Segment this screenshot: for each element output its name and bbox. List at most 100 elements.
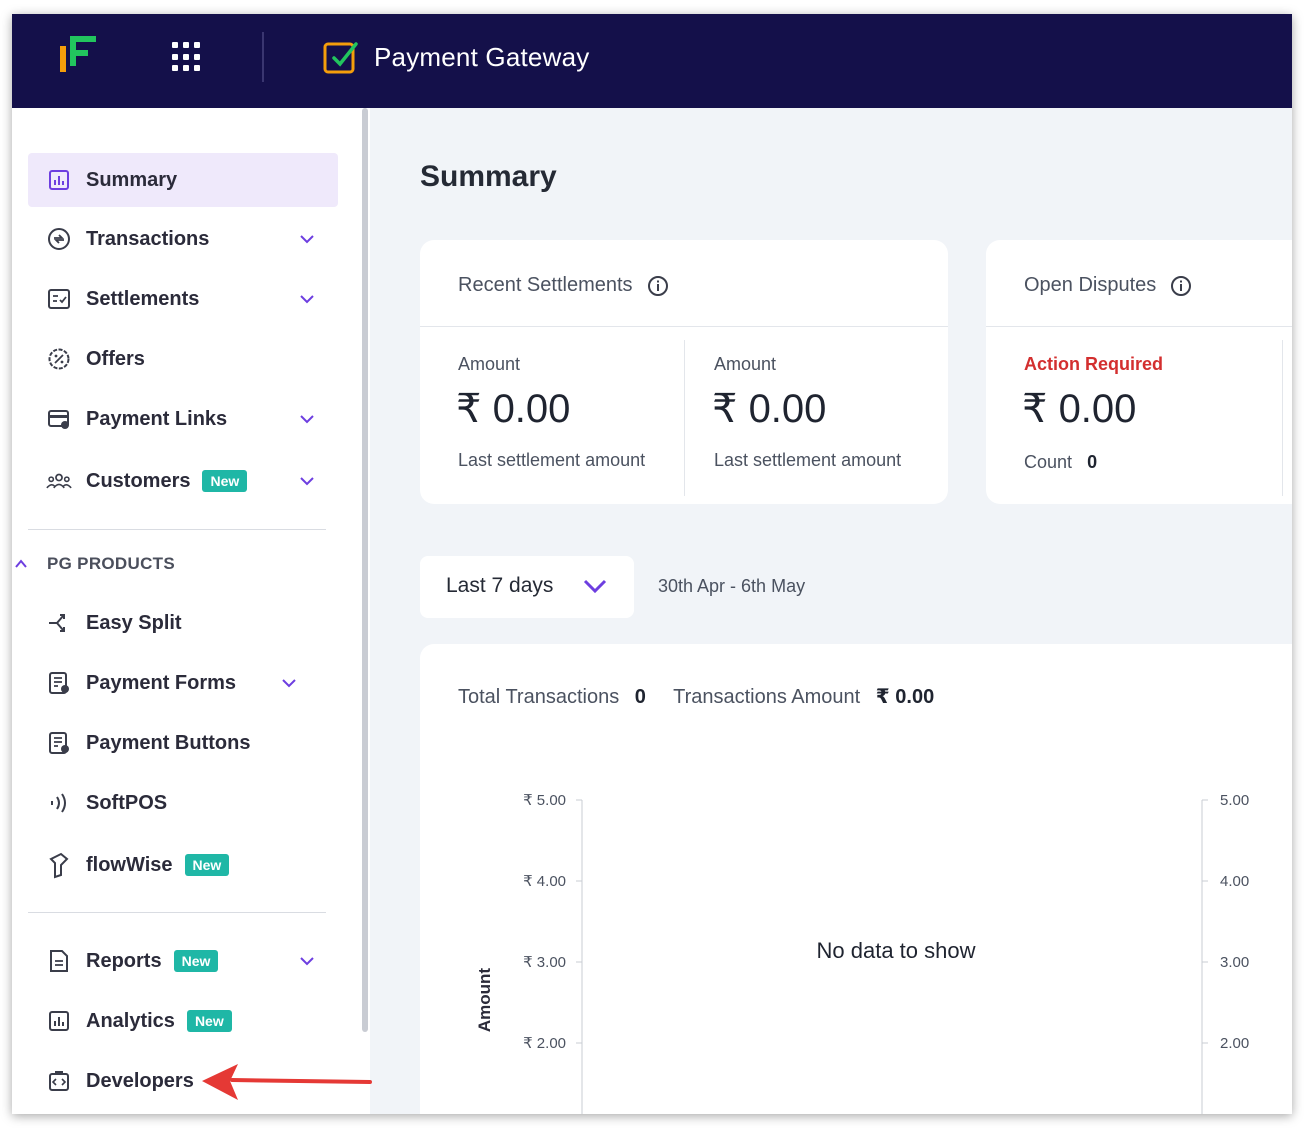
transactions-amount-label: Transactions Amount <box>673 686 861 708</box>
new-badge: New <box>184 854 230 876</box>
dispute-count: Count 0 <box>1024 452 1097 473</box>
card-title-text: Recent Settlements <box>458 274 633 296</box>
sidebar-item-offers[interactable]: Offers <box>28 332 338 386</box>
dispute-amount-value: ₹ 0.00 <box>1022 387 1137 431</box>
sidebar-item-softpos[interactable]: SoftPOS <box>28 776 338 830</box>
sidebar-item-summary[interactable]: Summary <box>28 153 338 207</box>
amount-value: ₹ 0.00 <box>456 387 571 431</box>
y-tick-label-right: 5.00 <box>1220 792 1249 809</box>
top-bar: Payment Gateway <box>12 14 1292 108</box>
y-tick-label-left: ₹ 5.00 <box>523 792 566 809</box>
sidebar-item-flowwise[interactable]: flowWise New <box>28 838 338 892</box>
app-window: Payment Gateway Summary Transactions Set… <box>12 14 1292 1114</box>
app-title: Payment Gateway <box>374 42 590 72</box>
form-icon <box>46 730 72 756</box>
date-range-dropdown[interactable]: Last 7 days <box>420 556 634 618</box>
sidebar <box>12 108 370 1114</box>
amount-value: ₹ 0.00 <box>712 387 827 431</box>
form-icon <box>46 670 72 696</box>
open-disputes-card: Open Disputes Action Required ₹ 0.00 Cou… <box>986 240 1292 504</box>
total-transactions-label: Total Transactions <box>458 686 620 708</box>
chevron-down-icon[interactable] <box>298 230 316 248</box>
sidebar-divider <box>28 529 326 530</box>
analytics-icon <box>46 1008 72 1034</box>
chevron-down-icon <box>583 579 607 594</box>
sidebar-item-label: Payment Forms <box>86 671 237 694</box>
sidebar-item-payment-links[interactable]: Payment Links <box>28 392 338 446</box>
card-divider <box>420 326 948 327</box>
empty-chart-message: No data to show <box>817 938 976 963</box>
total-transactions-value: 0 <box>634 686 646 708</box>
sidebar-item-label: Transactions <box>86 227 210 250</box>
sidebar-item-developers[interactable]: Developers <box>28 1054 338 1108</box>
exchange-icon <box>46 226 72 252</box>
sidebar-item-transactions[interactable]: Transactions <box>28 212 338 266</box>
chevron-down-icon[interactable] <box>298 290 316 308</box>
transaction-stats: Total Transactions 0 Transactions Amount… <box>458 684 956 709</box>
contactless-icon <box>46 790 72 816</box>
card-title: Open Disputes <box>1024 274 1192 297</box>
date-range-selected: Last 7 days <box>446 574 554 597</box>
annotation-arrow-icon <box>202 1064 372 1100</box>
flow-icon <box>46 852 72 879</box>
chevron-down-icon[interactable] <box>298 410 316 428</box>
y-tick-label-left: ₹ 2.00 <box>523 1035 566 1052</box>
sidebar-item-label: Easy Split <box>86 611 182 634</box>
sidebar-item-label: Settlements <box>86 287 200 310</box>
sidebar-item-reports[interactable]: Reports New <box>28 934 338 988</box>
grid-apps-icon[interactable] <box>172 42 202 72</box>
transactions-amount-value: ₹ 0.00 <box>875 686 935 708</box>
sidebar-item-label: Payment Buttons <box>86 731 251 754</box>
chevron-down-icon[interactable] <box>298 952 316 970</box>
sidebar-item-label: Payment Links <box>86 407 228 430</box>
count-label: Count <box>1024 452 1073 472</box>
amount-sub: Last settlement amount <box>458 450 646 470</box>
chevron-down-icon[interactable] <box>298 472 316 490</box>
card-title: Recent Settlements <box>458 274 669 297</box>
sidebar-item-settlements[interactable]: Settlements <box>28 272 338 326</box>
sidebar-item-label: Customers <box>86 469 191 492</box>
sidebar-item-label: flowWise <box>86 853 173 876</box>
amount-sub: Last settlement amount <box>714 450 902 470</box>
users-icon <box>46 468 72 494</box>
sidebar-item-payment-forms[interactable]: Payment Forms <box>28 656 338 710</box>
sidebar-item-label: Reports <box>86 949 162 972</box>
sidebar-item-payment-buttons[interactable]: Payment Buttons <box>28 716 338 770</box>
sidebar-item-label: Summary <box>86 168 178 191</box>
sidebar-item-customers[interactable]: Customers New <box>28 454 338 508</box>
recent-settlements-card: Recent Settlements Amount ₹ 0.00 Last se… <box>420 240 948 504</box>
amount-label: Amount <box>458 354 521 374</box>
discount-icon <box>46 346 72 372</box>
sidebar-item-label: Developers <box>86 1069 194 1092</box>
info-icon[interactable] <box>647 275 669 297</box>
column-divider <box>1282 340 1283 496</box>
sidebar-divider <box>28 912 326 913</box>
cashfree-logo-icon[interactable] <box>56 32 104 76</box>
y-axis-label: Amount <box>475 968 494 1033</box>
sidebar-item-analytics[interactable]: Analytics New <box>28 994 338 1048</box>
sidebar-scrollbar[interactable] <box>362 108 368 1032</box>
new-badge: New <box>173 950 219 972</box>
y-tick-label-right: 2.00 <box>1220 1035 1249 1052</box>
section-title[interactable]: PG PRODUCTS <box>47 554 175 573</box>
transactions-chart-card: Total Transactions 0 Transactions Amount… <box>420 644 1292 1114</box>
y-tick-label-left: ₹ 3.00 <box>523 954 566 971</box>
split-icon <box>46 610 72 636</box>
info-icon[interactable] <box>1170 275 1192 297</box>
transactions-chart: ₹ 5.00 ₹ 4.00 ₹ 3.00 ₹ 2.00 5.00 4.00 3.00 2.0… <box>475 792 1249 1114</box>
sidebar-item-easy-split[interactable]: Easy Split <box>28 596 338 650</box>
count-value: 0 <box>1087 452 1098 472</box>
column-divider <box>684 340 685 496</box>
chevron-down-icon[interactable] <box>280 674 298 692</box>
card-divider <box>986 326 1292 327</box>
y-tick-label-left: ₹ 4.00 <box>523 873 566 890</box>
payment-link-icon <box>46 406 72 432</box>
payment-gateway-icon <box>323 42 358 74</box>
y-tick-label-right: 3.00 <box>1220 954 1249 971</box>
card-title-text: Open Disputes <box>1024 274 1157 296</box>
date-range-text: 30th Apr - 6th May <box>658 576 806 596</box>
sidebar-item-label: SoftPOS <box>86 791 168 814</box>
document-icon <box>46 948 72 974</box>
checklist-icon <box>46 286 72 312</box>
chevron-up-icon[interactable] <box>14 558 28 570</box>
